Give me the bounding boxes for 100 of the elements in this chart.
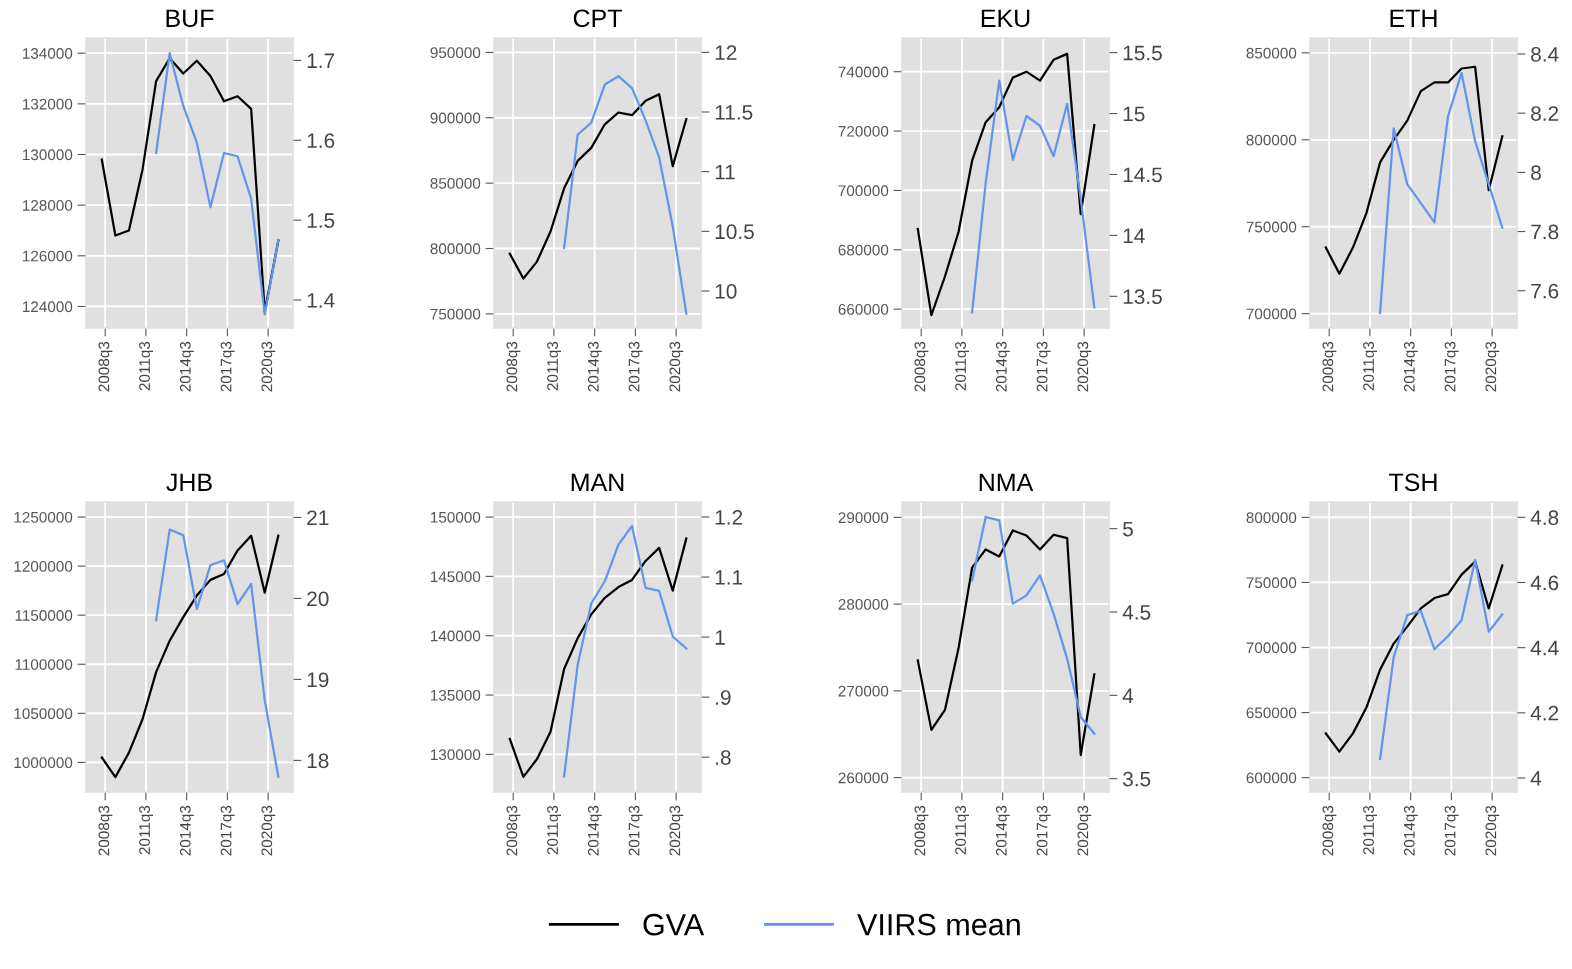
x-tick-label: 2014q3 bbox=[179, 341, 194, 392]
y2-tick-label: 8.2 bbox=[1531, 106, 1559, 121]
x-tick-label: 2008q3 bbox=[98, 341, 113, 392]
x-tick-label: 2020q3 bbox=[1077, 341, 1092, 392]
y2-tick-label: 1 bbox=[715, 630, 725, 645]
line-series bbox=[508, 537, 688, 779]
legend-label: VIIRS mean bbox=[857, 913, 1020, 936]
chart-title: TSH bbox=[1389, 473, 1437, 492]
chart-title: ETH bbox=[1390, 9, 1437, 27]
x-tick-label: 2017q3 bbox=[220, 341, 235, 392]
y-tick-label: 260000 bbox=[838, 772, 889, 784]
x-tick-label: 2017q3 bbox=[1036, 341, 1051, 392]
line-series bbox=[1324, 560, 1504, 753]
y-tick-label: 290000 bbox=[838, 512, 889, 524]
chart-title: NMA bbox=[979, 473, 1034, 491]
y-tick-label: 850000 bbox=[430, 178, 481, 189]
x-tick-label: 2014q3 bbox=[1403, 341, 1418, 392]
y2-tick-label: 1.5 bbox=[307, 213, 335, 228]
x-tick-label: 2011q3 bbox=[547, 805, 562, 855]
y-tick-label: 800000 bbox=[430, 243, 481, 255]
x-tick-label: 2008q3 bbox=[1322, 805, 1337, 856]
y2-tick-label: 1.4 bbox=[307, 293, 335, 308]
y-tick-label: 1200000 bbox=[14, 560, 73, 572]
y-tick-label: 134000 bbox=[23, 48, 73, 59]
x-tick-label: 2014q3 bbox=[587, 341, 602, 392]
y-tick-label: 700000 bbox=[1246, 308, 1297, 320]
x-tick-label: 2008q3 bbox=[1322, 341, 1337, 392]
y2-tick-label: 11.5 bbox=[715, 105, 753, 120]
y2-tick-label: 12 bbox=[715, 45, 737, 60]
y2-tick-label: .9 bbox=[716, 690, 731, 705]
y2-tick-label: 4.4 bbox=[1530, 640, 1559, 656]
x-tick-label: 2011q3 bbox=[955, 805, 970, 855]
y-tick-label: 740000 bbox=[838, 66, 889, 78]
y-tick-label: 1100000 bbox=[15, 659, 73, 670]
y2-tick-label: 4 bbox=[1122, 688, 1134, 703]
y-tick-label: 140000 bbox=[431, 630, 481, 642]
y-tick-label: 660000 bbox=[838, 304, 889, 315]
line-series bbox=[971, 79, 1096, 314]
line-series bbox=[100, 534, 280, 779]
line-series bbox=[155, 528, 280, 778]
x-tick-label: 2017q3 bbox=[628, 341, 643, 392]
line-series bbox=[1379, 71, 1504, 315]
y-tick-label: 750000 bbox=[1246, 221, 1297, 233]
y2-tick-label: 18 bbox=[307, 753, 329, 769]
y-tick-label: 700000 bbox=[838, 185, 889, 197]
y2-tick-label: 4 bbox=[1530, 771, 1542, 786]
line-series bbox=[563, 75, 688, 315]
y-tick-label: 680000 bbox=[838, 244, 889, 256]
y2-tick-label: 15 bbox=[1123, 106, 1145, 122]
y-tick-label: 600000 bbox=[1246, 772, 1297, 784]
x-tick-label: 2011q3 bbox=[1363, 805, 1378, 855]
y2-tick-label: 7.8 bbox=[1531, 224, 1559, 240]
y2-tick-label: 4.5 bbox=[1122, 605, 1151, 620]
y-tick-label: 150000 bbox=[431, 511, 481, 523]
y-tick-label: 130000 bbox=[431, 749, 481, 761]
x-tick-label: 2011q3 bbox=[139, 341, 154, 391]
y2-tick-label: 7.6 bbox=[1531, 283, 1559, 299]
y-tick-label: 145000 bbox=[431, 571, 481, 583]
y-tick-label: 280000 bbox=[838, 598, 889, 610]
x-tick-label: 2020q3 bbox=[1485, 341, 1500, 392]
y-tick-label: 800000 bbox=[1246, 512, 1297, 524]
chart-title: EKU bbox=[981, 9, 1030, 28]
y2-tick-label: 4.8 bbox=[1530, 510, 1559, 526]
x-tick-label: 2008q3 bbox=[914, 805, 929, 856]
x-tick-label: 2008q3 bbox=[506, 805, 521, 856]
chart-title: JHB bbox=[166, 473, 212, 492]
line-series bbox=[916, 529, 1096, 757]
x-tick-label: 2020q3 bbox=[261, 341, 276, 392]
y-tick-label: 720000 bbox=[838, 125, 889, 137]
y2-tick-label: 14 bbox=[1123, 228, 1145, 243]
x-tick-label: 2014q3 bbox=[995, 805, 1010, 856]
x-tick-label: 2008q3 bbox=[506, 341, 521, 392]
y2-tick-label: 13.5 bbox=[1123, 289, 1162, 305]
y2-tick-label: 14.5 bbox=[1123, 167, 1162, 183]
y-tick-label: 650000 bbox=[1246, 707, 1297, 719]
line-series bbox=[508, 93, 688, 280]
x-tick-label: 2017q3 bbox=[1036, 805, 1051, 856]
x-tick-label: 2020q3 bbox=[1077, 805, 1092, 856]
legend-label: GVA bbox=[643, 913, 705, 936]
y2-tick-label: 1.2 bbox=[715, 510, 743, 525]
y2-tick-label: 20 bbox=[307, 591, 329, 607]
x-tick-label: 2017q3 bbox=[220, 805, 235, 856]
y2-tick-label: 1.1 bbox=[715, 570, 743, 585]
y2-tick-label: 19 bbox=[307, 672, 329, 688]
x-tick-label: 2008q3 bbox=[98, 805, 113, 856]
x-tick-label: 2020q3 bbox=[261, 805, 276, 856]
x-tick-label: 2011q3 bbox=[1363, 341, 1378, 391]
y-tick-label: 700000 bbox=[1246, 642, 1297, 654]
y2-tick-label: 4.2 bbox=[1530, 705, 1559, 721]
x-tick-label: 2020q3 bbox=[1485, 805, 1500, 856]
x-tick-label: 2011q3 bbox=[547, 341, 562, 391]
chart-title: MAN bbox=[571, 473, 624, 491]
y2-tick-label: 1.6 bbox=[307, 133, 335, 149]
y-tick-label: 750000 bbox=[430, 308, 481, 320]
y2-tick-label: 1.7 bbox=[307, 53, 335, 68]
y2-tick-label: 5 bbox=[1123, 521, 1133, 537]
y-tick-label: 1000000 bbox=[14, 757, 73, 769]
y-tick-label: 132000 bbox=[23, 98, 73, 110]
y2-tick-label: 8 bbox=[1531, 165, 1541, 181]
line-series bbox=[155, 52, 280, 316]
